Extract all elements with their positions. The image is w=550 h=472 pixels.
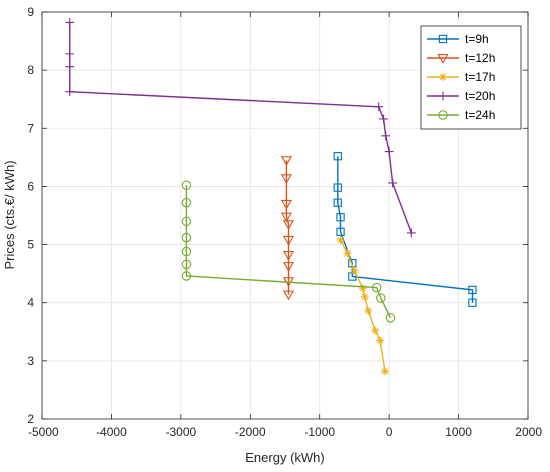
x-tick-label: -1000 (304, 425, 335, 439)
legend: t=9h t=12h t=17h t=20h t=24h (420, 25, 522, 130)
data-point-circle (181, 232, 192, 243)
data-point-square (336, 227, 345, 236)
series-line (69, 22, 413, 234)
data-point-square (336, 213, 345, 222)
tick-labels: -5000 -4000 -3000 -2000 -1000 0 1000 2000 2 3 4 5 6 7… (27, 5, 542, 439)
series-t-17h (336, 235, 389, 376)
data-point-circle (181, 259, 192, 270)
data-point-circle (438, 110, 448, 120)
data-point-plus (65, 62, 75, 72)
legend-entry: t=12h (427, 51, 495, 65)
data-point-plus (388, 178, 398, 188)
y-axis-label: Prices (cts.€/ kWh) (2, 160, 17, 269)
data-point-circle (181, 246, 192, 257)
data-point-triangle (280, 212, 292, 223)
x-tick-label: -4000 (96, 425, 127, 439)
data-point-triangle (282, 290, 295, 301)
y-tick-label: 4 (27, 296, 34, 310)
data-point-square (438, 34, 448, 44)
y-tick-label: 6 (27, 179, 34, 193)
data-point-plus (65, 49, 75, 59)
x-tick-label: 1000 (445, 425, 472, 439)
data-point-asterisk (439, 73, 447, 81)
y-tick-label: 8 (27, 63, 34, 77)
x-tick-label: 2000 (515, 425, 542, 439)
data-point-square (333, 183, 342, 192)
data-point-triangle (282, 251, 295, 261)
data-point-circle (385, 313, 396, 323)
data-point-triangle (282, 220, 295, 230)
legend-label: t=17h (465, 70, 495, 84)
data-point-asterisk (360, 292, 369, 301)
data-point-plus (65, 18, 75, 27)
data-point-circle (376, 293, 386, 303)
data-point-plus (379, 114, 388, 124)
data-point-plus (406, 228, 416, 238)
legend-entry: t=17h (427, 70, 495, 84)
data-point-triangle (282, 262, 295, 272)
plot-area-frame (41, 11, 529, 420)
x-tick-label: 0 (386, 425, 393, 439)
y-tick-label: 7 (27, 121, 34, 135)
data-point-asterisk (336, 235, 345, 244)
y-tick-label: 5 (27, 238, 34, 252)
data-point-asterisk (376, 336, 385, 345)
data-point-plus (65, 87, 75, 97)
data-point-asterisk (371, 326, 380, 335)
data-point-square (468, 298, 477, 307)
data-point-triangle (280, 199, 292, 210)
data-point-triangle (437, 53, 449, 64)
data-point-plus (374, 102, 384, 112)
data-point-asterisk (364, 306, 373, 315)
data-point-triangle (280, 156, 292, 166)
data-point-asterisk (350, 266, 359, 275)
data-point-asterisk (343, 249, 352, 258)
data-point-circle (371, 282, 382, 293)
legend-label: t=9h (465, 32, 489, 46)
data-point-circle (181, 197, 192, 208)
series-t-20h (65, 18, 416, 238)
x-axis-label: Energy (kWh) (245, 450, 324, 465)
y-tick-label: 2 (27, 412, 34, 426)
legend-label: t=12h (465, 51, 495, 65)
data-point-circle (181, 216, 192, 227)
series-t-24h (181, 180, 396, 323)
x-tick-label: -3000 (166, 425, 197, 439)
data-point-square (468, 285, 477, 295)
data-point-square (333, 198, 342, 207)
legend-label: t=20h (465, 89, 495, 103)
series-t-12h (280, 156, 295, 301)
data-point-triangle (280, 174, 292, 184)
data-point-circle (181, 271, 192, 281)
series-line (185, 185, 392, 319)
data-point-square (333, 152, 342, 161)
series-line (285, 160, 290, 295)
y-tick-label: 9 (27, 5, 34, 19)
legend-entry: t=9h (427, 32, 489, 46)
y-tick-label: 3 (27, 354, 34, 368)
data-point-circle (181, 180, 192, 191)
data-point-plus (384, 147, 394, 156)
legend-label: t=24h (465, 108, 495, 122)
legend-entry: t=24h (427, 108, 495, 122)
x-tick-label: -5000 (28, 425, 59, 439)
data-point-asterisk (380, 367, 389, 376)
data-point-asterisk (358, 284, 367, 293)
data-point-plus (381, 131, 391, 141)
series-line (337, 156, 474, 303)
data-point-plus (438, 91, 448, 101)
plot-series (65, 18, 477, 376)
legend-entry: t=20h (427, 89, 495, 103)
x-tick-label: -2000 (235, 425, 266, 439)
data-point-triangle (282, 235, 295, 246)
